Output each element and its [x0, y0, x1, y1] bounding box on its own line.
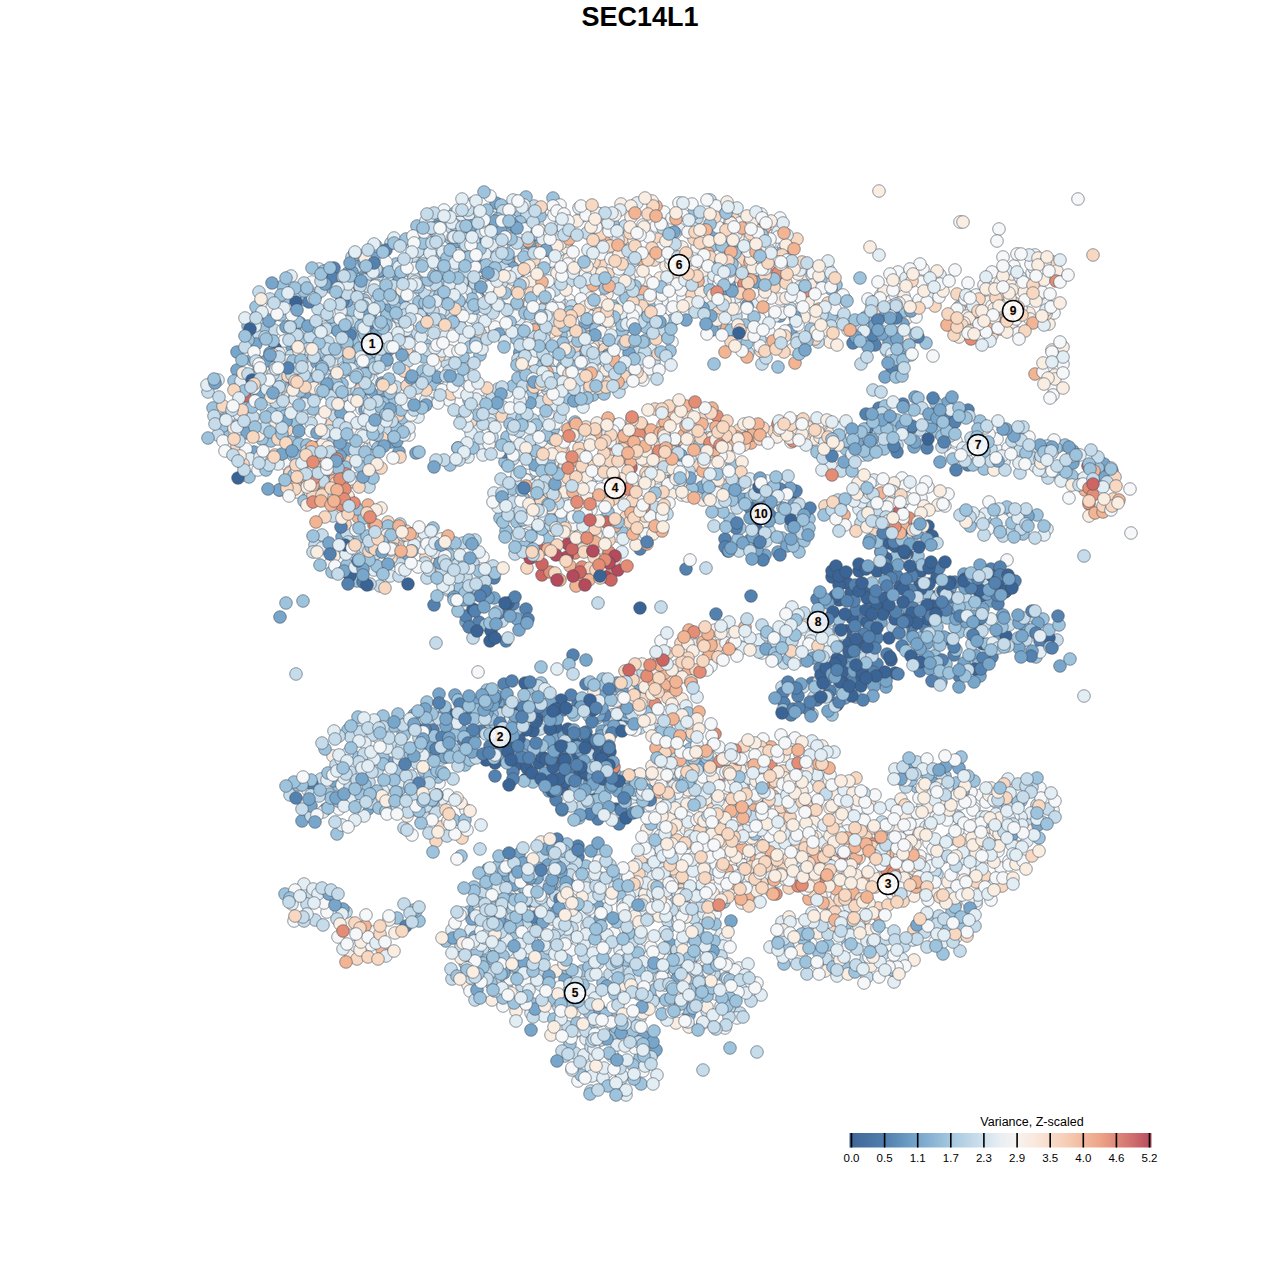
- svg-text:3.5: 3.5: [1042, 1152, 1058, 1164]
- svg-text:2.9: 2.9: [1009, 1152, 1025, 1164]
- svg-text:2: 2: [497, 730, 504, 744]
- svg-text:4.6: 4.6: [1108, 1152, 1124, 1164]
- svg-text:4: 4: [612, 481, 619, 495]
- svg-text:7: 7: [975, 438, 982, 452]
- svg-text:1.1: 1.1: [910, 1152, 926, 1164]
- svg-text:8: 8: [815, 615, 822, 629]
- svg-text:0.5: 0.5: [877, 1152, 893, 1164]
- svg-text:Variance, Z-scaled: Variance, Z-scaled: [980, 1115, 1083, 1129]
- svg-text:9: 9: [1010, 304, 1017, 318]
- svg-text:2.3: 2.3: [976, 1152, 992, 1164]
- svg-text:5.2: 5.2: [1142, 1152, 1158, 1164]
- svg-text:10: 10: [754, 507, 768, 521]
- svg-text:6: 6: [676, 258, 683, 272]
- svg-text:1: 1: [369, 337, 376, 351]
- svg-text:1.7: 1.7: [943, 1152, 959, 1164]
- svg-text:5: 5: [572, 986, 579, 1000]
- svg-text:4.0: 4.0: [1075, 1152, 1091, 1164]
- svg-text:0.0: 0.0: [844, 1152, 860, 1164]
- svg-text:3: 3: [885, 877, 892, 891]
- svg-text:SEC14L1: SEC14L1: [581, 2, 698, 32]
